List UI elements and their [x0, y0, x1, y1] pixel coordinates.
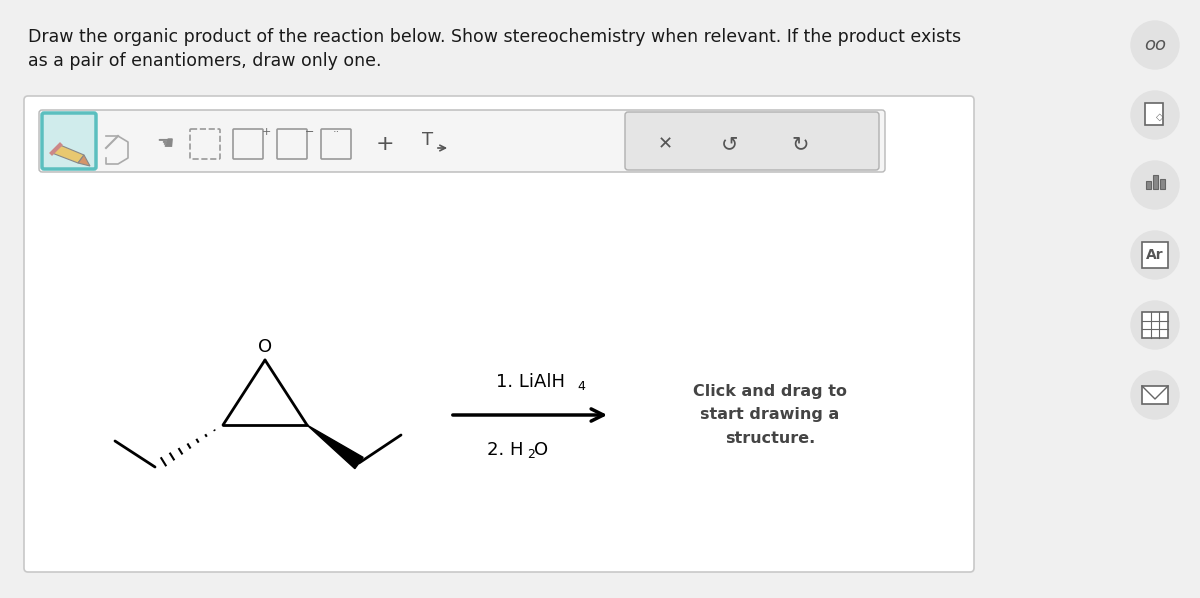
Polygon shape [307, 425, 364, 469]
Circle shape [1132, 301, 1178, 349]
Text: 1. LiAlH: 1. LiAlH [496, 373, 564, 391]
Text: ◇: ◇ [1157, 112, 1164, 122]
Text: ☚: ☚ [156, 135, 174, 154]
Text: 4: 4 [577, 380, 584, 393]
Circle shape [1132, 21, 1178, 69]
Text: T: T [422, 131, 433, 149]
Circle shape [1132, 371, 1178, 419]
Bar [1153, 175, 1158, 189]
Text: −: − [305, 127, 314, 137]
FancyBboxPatch shape [42, 113, 96, 169]
Text: 2. H: 2. H [487, 441, 523, 459]
FancyBboxPatch shape [1142, 312, 1168, 338]
Polygon shape [52, 145, 84, 163]
Bar [1146, 181, 1151, 189]
Text: +: + [262, 127, 271, 137]
FancyBboxPatch shape [1142, 386, 1168, 404]
Text: ↺: ↺ [721, 134, 739, 154]
Text: oo: oo [1144, 36, 1166, 54]
Text: Click and drag to
start drawing a
structure.: Click and drag to start drawing a struct… [694, 384, 847, 446]
Text: as a pair of enantiomers, draw only one.: as a pair of enantiomers, draw only one. [28, 52, 382, 70]
Circle shape [1132, 231, 1178, 279]
FancyBboxPatch shape [625, 112, 878, 170]
Bar [1160, 179, 1165, 189]
Text: 2: 2 [527, 448, 535, 462]
FancyBboxPatch shape [1145, 103, 1163, 125]
Circle shape [1132, 161, 1178, 209]
Text: ↻: ↻ [791, 134, 809, 154]
Text: Ar: Ar [1146, 248, 1164, 262]
Text: ✕: ✕ [658, 135, 672, 153]
FancyBboxPatch shape [24, 96, 974, 572]
Text: ··: ·· [332, 127, 340, 137]
FancyBboxPatch shape [1142, 242, 1168, 268]
Polygon shape [78, 155, 90, 166]
Text: +: + [376, 134, 395, 154]
FancyBboxPatch shape [38, 110, 886, 172]
Text: O: O [258, 338, 272, 356]
Text: O: O [534, 441, 548, 459]
Circle shape [1132, 91, 1178, 139]
Text: Draw the organic product of the reaction below. Show stereochemistry when releva: Draw the organic product of the reaction… [28, 28, 961, 46]
